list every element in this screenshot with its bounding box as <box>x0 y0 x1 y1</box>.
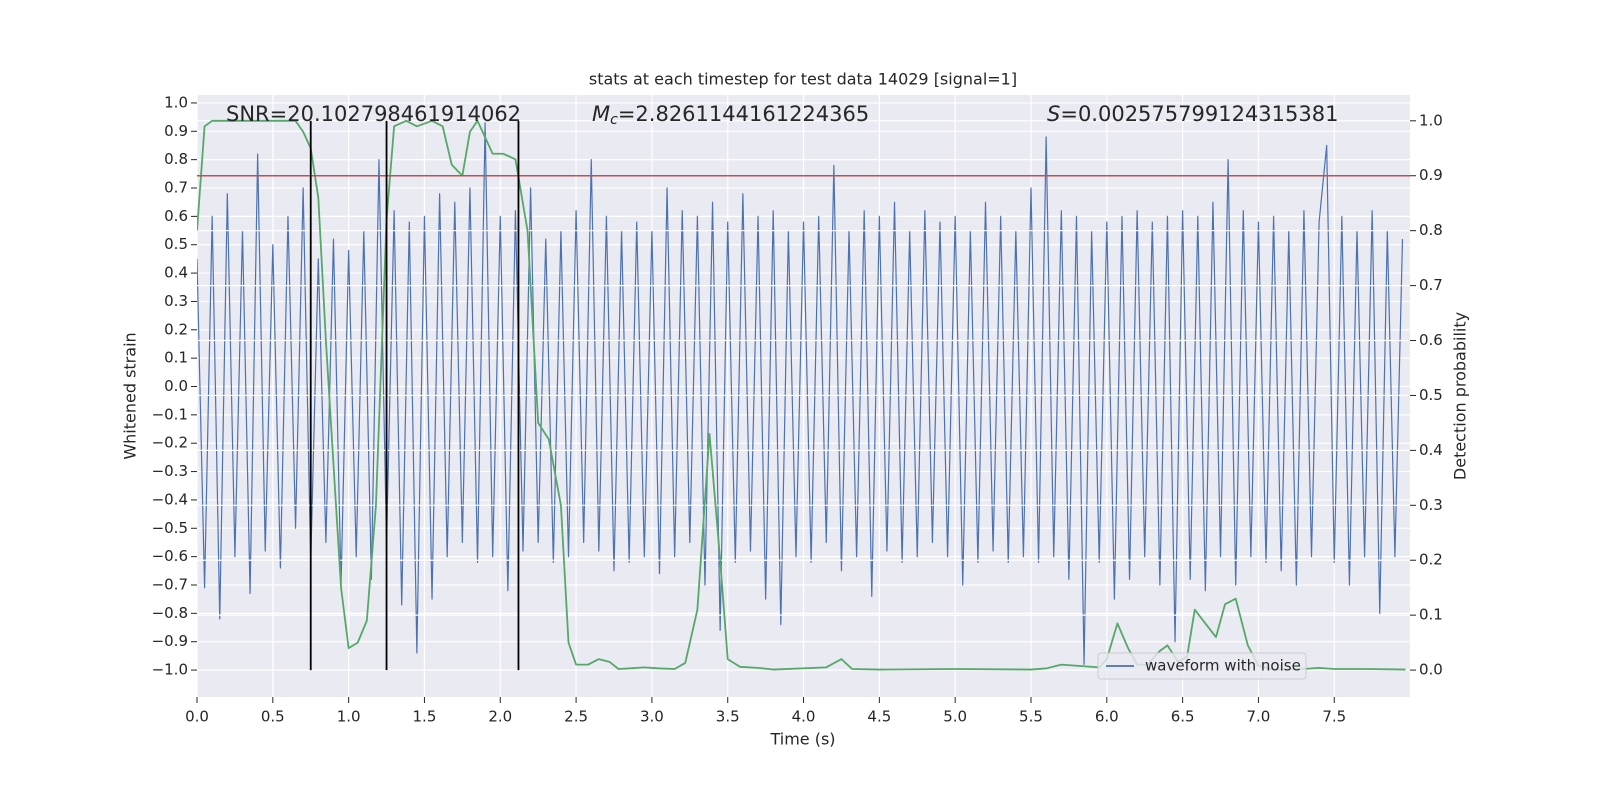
y-tick-label: −1.0 <box>152 661 188 679</box>
y-axis-label: Whitened strain <box>121 332 140 459</box>
annotation: Mc=2.8261144161224365 <box>592 102 869 128</box>
x-tick-label: 2.5 <box>564 708 588 726</box>
y2-tick-label: 0.3 <box>1419 496 1443 514</box>
x-tick-label: 4.0 <box>792 708 816 726</box>
x-tick-label: 1.5 <box>413 708 437 726</box>
annotation-symbol: M <box>592 102 610 126</box>
y-tick-label: −0.7 <box>152 575 188 593</box>
x-tick-label: 2.0 <box>488 708 512 726</box>
y-tick-label: 0.2 <box>164 320 188 338</box>
chart-title: stats at each timestep for test data 140… <box>589 70 1017 89</box>
y-tick-label: 0.5 <box>164 235 188 253</box>
y2-tick-label: 0.1 <box>1419 606 1443 624</box>
legend: waveform with noise <box>1097 652 1307 680</box>
y-tick-label: 0.4 <box>164 264 188 282</box>
y-tick-label: 0.1 <box>164 349 188 367</box>
x-tick-label: 7.5 <box>1322 708 1346 726</box>
y2-tick-label: 0.8 <box>1419 221 1443 239</box>
y-tick-label: 0.6 <box>164 207 188 225</box>
y-tick-label: −0.5 <box>152 519 188 537</box>
y-tick-label: 0.7 <box>164 179 188 197</box>
x-tick-label: 3.5 <box>716 708 740 726</box>
y2-tick-label: 0.6 <box>1419 331 1443 349</box>
annotation-subscript: c <box>610 112 618 128</box>
x-tick-label: 5.5 <box>1019 708 1043 726</box>
plot-area <box>197 95 1410 697</box>
y2-tick-label: 0.2 <box>1419 551 1443 569</box>
y-tick-label: 0.9 <box>164 122 188 140</box>
y-tick-label: 1.0 <box>164 93 188 111</box>
y2-tick-label: 0.9 <box>1419 166 1443 184</box>
y-tick-label: 0.8 <box>164 150 188 168</box>
x-tick-label: 7.0 <box>1247 708 1271 726</box>
y-tick-label: 0.0 <box>164 377 188 395</box>
annotation: S=0.002575799124315381 <box>1047 102 1338 126</box>
y-tick-label: −0.2 <box>152 434 188 452</box>
x-tick-label: 6.5 <box>1171 708 1195 726</box>
y-tick-label: −0.9 <box>152 632 188 650</box>
y2-tick-label: 0.4 <box>1419 441 1443 459</box>
series-line <box>197 122 1404 665</box>
y-tick-label: 0.3 <box>164 292 188 310</box>
x-tick-label: 5.0 <box>943 708 967 726</box>
x-tick-label: 4.5 <box>867 708 891 726</box>
x-tick-label: 1.0 <box>337 708 361 726</box>
x-tick-label: 0.5 <box>261 708 285 726</box>
legend-box <box>1097 652 1307 680</box>
y-tick-label: −0.4 <box>152 490 188 508</box>
y2-axis-label: Detection probability <box>1451 312 1470 480</box>
x-tick-label: 6.0 <box>1095 708 1119 726</box>
y-tick-label: −0.8 <box>152 604 188 622</box>
legend-label: waveform with noise <box>1145 657 1301 675</box>
y-tick-label: −0.3 <box>152 462 188 480</box>
y-tick-label: −0.1 <box>152 405 188 423</box>
y2-tick-label: 0.0 <box>1419 661 1443 679</box>
x-tick-label: 3.0 <box>640 708 664 726</box>
annotation-text: =0.002575799124315381 <box>1060 102 1338 126</box>
x-axis-label: Time (s) <box>769 730 835 749</box>
plot-layer: −1.0 −0.9 −0.8 −0.7 −0.6 −0.5 −0.4 −0.3 −0.2 −0.1… <box>152 93 1443 725</box>
x-tick-label: 0.0 <box>185 708 209 726</box>
y2-tick-label: 0.5 <box>1419 386 1443 404</box>
annotation: SNR=20.102798461914062 <box>226 102 521 126</box>
annotation-text: =2.8261144161224365 <box>618 102 869 126</box>
y-tick-label: −0.6 <box>152 547 188 565</box>
y2-tick-label: 1.0 <box>1419 111 1443 129</box>
annotation-symbol: S <box>1047 102 1060 126</box>
y2-tick-label: 0.7 <box>1419 276 1443 294</box>
